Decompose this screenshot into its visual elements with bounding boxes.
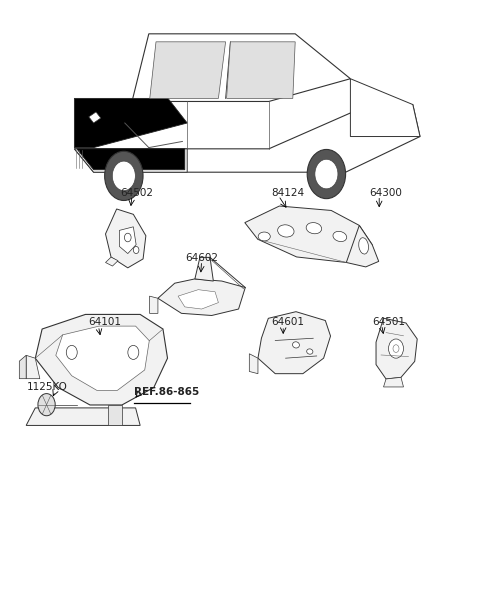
Circle shape (307, 149, 346, 199)
Polygon shape (77, 149, 185, 170)
Circle shape (66, 346, 77, 359)
Polygon shape (227, 42, 295, 98)
Polygon shape (106, 257, 118, 266)
Text: 64602: 64602 (185, 253, 218, 263)
Circle shape (38, 394, 55, 416)
Text: REF.86-865: REF.86-865 (134, 387, 200, 397)
Text: 64502: 64502 (120, 188, 153, 198)
Polygon shape (19, 355, 26, 379)
Text: 64101: 64101 (88, 317, 121, 327)
Polygon shape (89, 112, 101, 123)
Polygon shape (258, 312, 331, 374)
Polygon shape (384, 378, 404, 387)
Polygon shape (249, 354, 258, 374)
Text: 64601: 64601 (271, 317, 304, 327)
Polygon shape (74, 98, 187, 148)
Polygon shape (74, 105, 420, 172)
Text: 64300: 64300 (370, 188, 402, 198)
Polygon shape (376, 318, 417, 379)
Polygon shape (150, 42, 226, 98)
Polygon shape (195, 258, 213, 281)
Polygon shape (35, 314, 168, 405)
Circle shape (105, 151, 143, 200)
Polygon shape (245, 206, 372, 263)
Circle shape (133, 247, 139, 253)
Polygon shape (158, 279, 245, 315)
Ellipse shape (306, 223, 322, 234)
Polygon shape (120, 227, 136, 253)
Ellipse shape (277, 225, 294, 237)
Polygon shape (108, 405, 122, 426)
Circle shape (388, 339, 404, 358)
Polygon shape (26, 355, 40, 379)
Circle shape (315, 159, 338, 189)
Text: 84124: 84124 (271, 188, 304, 198)
Ellipse shape (258, 232, 270, 241)
Polygon shape (132, 34, 350, 101)
Polygon shape (56, 326, 149, 391)
Polygon shape (347, 226, 379, 267)
Polygon shape (106, 209, 146, 268)
Polygon shape (150, 296, 158, 314)
Text: 64501: 64501 (372, 317, 405, 327)
Text: 1125KO: 1125KO (26, 383, 67, 392)
Polygon shape (350, 79, 420, 137)
Polygon shape (74, 149, 187, 172)
Ellipse shape (307, 349, 313, 354)
Polygon shape (178, 290, 218, 309)
Circle shape (124, 233, 131, 242)
Ellipse shape (333, 231, 347, 242)
Ellipse shape (359, 238, 369, 254)
Ellipse shape (292, 342, 300, 348)
Polygon shape (26, 408, 140, 426)
Circle shape (112, 161, 135, 191)
Circle shape (128, 346, 139, 359)
Circle shape (393, 345, 399, 352)
